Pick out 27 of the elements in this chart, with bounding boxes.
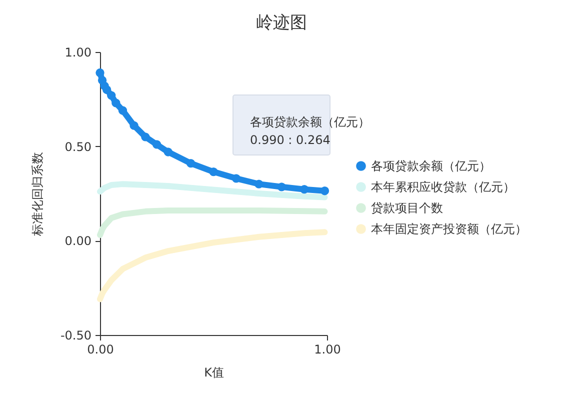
y-tick-label: 0.50 bbox=[64, 140, 92, 154]
point bbox=[232, 174, 241, 183]
point bbox=[277, 182, 286, 192]
point bbox=[254, 180, 264, 188]
point bbox=[96, 68, 104, 78]
x-axis-title: K值 bbox=[204, 366, 224, 380]
point bbox=[102, 85, 112, 94]
annotation: 0.990 : 0.264 bbox=[250, 133, 330, 147]
point bbox=[130, 121, 138, 130]
point bbox=[107, 91, 116, 100]
legend-label: 本年累积应收贷款（亿元） bbox=[371, 180, 515, 194]
point bbox=[209, 167, 218, 176]
legend-label: 各项贷款余额（亿元） bbox=[371, 159, 491, 173]
point bbox=[112, 98, 120, 108]
annotation: 各项贷款余额（亿元） bbox=[250, 115, 370, 129]
point bbox=[118, 106, 128, 115]
point bbox=[164, 148, 172, 156]
point bbox=[152, 140, 162, 149]
y-axis-title: 标准化回归系数 bbox=[30, 152, 44, 237]
point bbox=[186, 158, 196, 168]
point bbox=[141, 132, 150, 142]
y-tick-label: -0.50 bbox=[60, 328, 92, 342]
y-tick-label: 0.00 bbox=[64, 234, 92, 248]
legend-label: 本年固定资产投资额（亿元） bbox=[371, 222, 527, 236]
y-tick-label: 1.00 bbox=[64, 46, 92, 60]
chart-title: 岭迹图 bbox=[256, 13, 307, 33]
legend-label: 贷款项目个数 bbox=[371, 201, 443, 215]
